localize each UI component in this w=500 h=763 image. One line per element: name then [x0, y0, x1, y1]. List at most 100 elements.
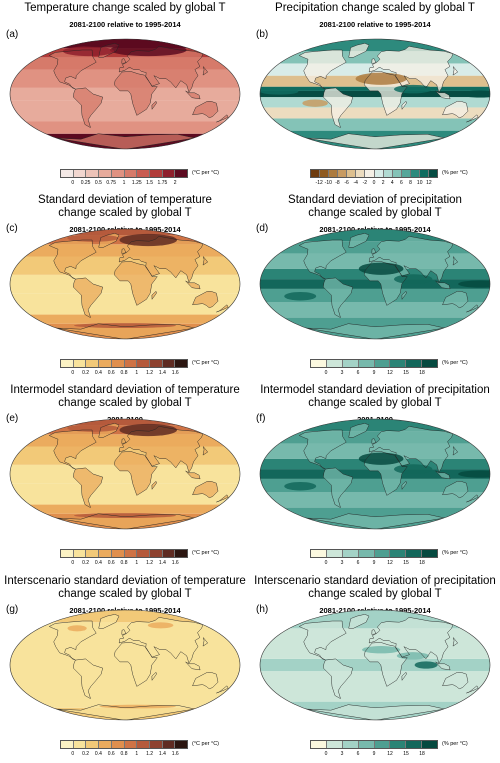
colorbar-tick: 3 [340, 751, 344, 757]
land-field [216, 304, 229, 313]
colorbar-cell [137, 360, 150, 367]
land-field [401, 481, 407, 490]
panel-title: Interscenario standard deviation of temp… [4, 575, 246, 587]
colorbar-cell [61, 170, 74, 177]
field-anomaly [260, 88, 299, 95]
coastline [401, 671, 407, 681]
field-band [260, 492, 490, 508]
coastline [323, 87, 353, 129]
colorbar-cell [358, 550, 375, 557]
colorbar-cell [326, 741, 343, 748]
colorbar-cell [356, 170, 366, 177]
panel-label: (b) [256, 29, 269, 40]
coastline [98, 423, 120, 438]
coastline [121, 58, 127, 64]
coastline [371, 629, 377, 635]
coastline [401, 290, 407, 300]
field-anomaly [355, 72, 407, 85]
land-field [55, 323, 195, 339]
coastline [151, 290, 157, 300]
colorbar-cell [329, 170, 339, 177]
coastline [323, 467, 353, 509]
panel-title: Interscenario standard deviation of prec… [254, 575, 496, 587]
field-band [10, 483, 240, 505]
colorbar-tick: 0 [71, 180, 75, 186]
colorbar-cell [175, 360, 188, 367]
field-band [10, 504, 240, 514]
land-field [348, 423, 369, 438]
coastline [435, 661, 451, 671]
coastline [452, 66, 459, 76]
colorbar-cell [390, 550, 407, 557]
colorbar-cell [311, 360, 327, 367]
land-field [369, 46, 453, 93]
coastline [98, 614, 120, 629]
land-field [114, 261, 158, 306]
panel-title: change scaled by global T [308, 588, 442, 600]
colorbar-tick: 0 [372, 180, 376, 186]
coastline [466, 114, 479, 123]
colorbar-cell [99, 170, 112, 177]
colorbar-cell [383, 170, 393, 177]
colorbar-tick: 12 [387, 751, 393, 757]
coastline [121, 629, 127, 635]
colorbar-tick: 1.5 [146, 180, 154, 186]
colorbar: 0 0.25 0.5 0.75 1 1.25 1.5 1.75 2 (°C per °C) [60, 169, 228, 189]
panel-subtitle: 2081-2100 relative to 1995-2014 [319, 20, 431, 29]
colorbar-tick: 1 [135, 370, 139, 376]
colorbar-tick: 0 [324, 370, 328, 376]
land-field [192, 481, 218, 498]
coastline [98, 233, 120, 248]
colorbar-tick: 1.2 [146, 370, 154, 376]
land-field [305, 704, 445, 720]
world-map [259, 609, 491, 721]
coastline [185, 280, 201, 290]
land-field [299, 621, 347, 661]
land-field [401, 101, 407, 110]
panel-title: change scaled by global T [58, 397, 192, 409]
coastline [55, 323, 195, 339]
field-band [10, 229, 240, 236]
colorbar-cell [374, 550, 391, 557]
field-band [10, 87, 240, 101]
colorbar-tick: 4 [390, 180, 394, 186]
panel-title: Temperature change scaled by global T [24, 2, 226, 14]
coastline [114, 71, 158, 116]
field-band [10, 314, 240, 324]
colorbar-tick: 1.75 [157, 180, 168, 186]
colorbar-tick: 0.8 [120, 560, 128, 566]
coastline [185, 90, 201, 100]
coastline [435, 470, 451, 480]
land-field [305, 513, 445, 529]
world-map [259, 418, 491, 530]
colorbar-cell [410, 170, 420, 177]
land-field [442, 672, 468, 689]
field-band [260, 302, 490, 318]
colorbar-cell [111, 170, 125, 177]
colorbar-unit: (% per °C) [442, 360, 468, 366]
map-border [9, 418, 241, 530]
map-border [259, 418, 491, 530]
colorbar-cell [73, 550, 87, 557]
panel-title: Intermodel standard deviation of tempera… [10, 384, 240, 396]
land-field [323, 467, 353, 508]
field-anomaly [394, 274, 433, 284]
coastline [192, 481, 219, 499]
colorbar-cell [86, 360, 100, 367]
coastline [401, 480, 407, 490]
land-field [305, 323, 445, 339]
world-map [9, 418, 241, 530]
colorbar: 0 0.2 0.4 0.6 0.8 1 1.2 1.4 1.6 (°C per °C) [60, 549, 228, 569]
colorbar-tick: 18 [419, 751, 425, 757]
coastline [55, 133, 195, 149]
world-map [9, 228, 241, 340]
panel-label: (g) [6, 604, 19, 615]
field-anomaly [458, 470, 490, 478]
coastline [118, 617, 204, 664]
coastline [452, 446, 459, 456]
coastline [192, 101, 219, 119]
colorbar-unit: (% per °C) [442, 741, 468, 747]
map-border [9, 609, 241, 721]
land-field [299, 240, 347, 280]
colorbar-cell [175, 550, 188, 557]
